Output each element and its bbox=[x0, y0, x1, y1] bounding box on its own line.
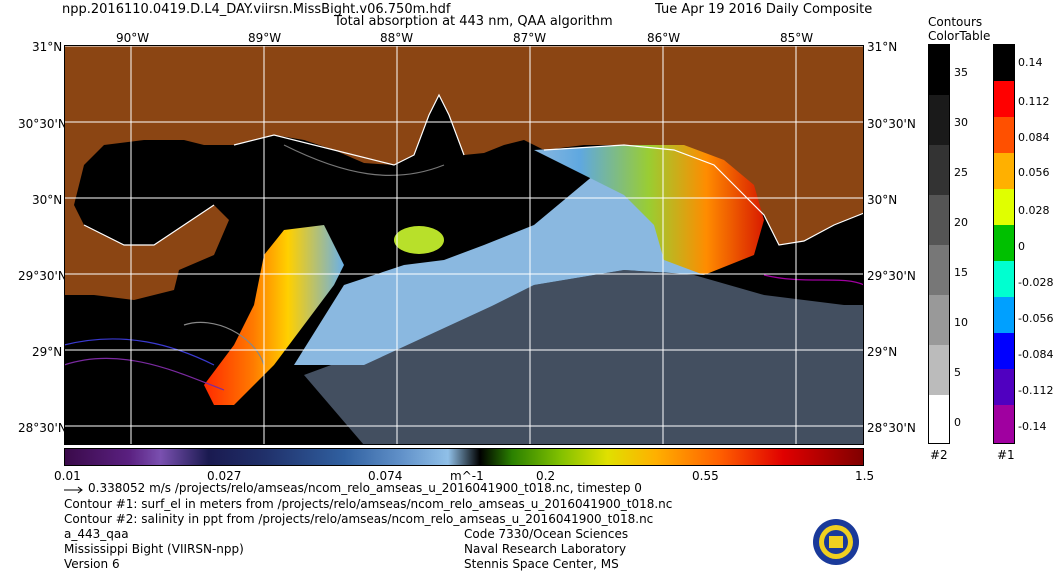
colorbar-tick: 0.027 bbox=[207, 469, 242, 483]
footer-left: a_443_qaa bbox=[64, 527, 129, 541]
colorbar-tick: 0.55 bbox=[692, 469, 719, 483]
absorption-colorbar bbox=[64, 448, 864, 466]
color-label: 0 bbox=[1018, 240, 1025, 253]
colorbar-tick: 1.5 bbox=[855, 469, 875, 483]
lat-label-right: 30°30'N bbox=[867, 117, 916, 131]
contour-line bbox=[283, 144, 445, 177]
map-border bbox=[64, 45, 864, 445]
colorbar-unit: m^-1 bbox=[450, 469, 484, 483]
footer-left: Mississippi Bight (VIIRSN-npp) bbox=[64, 542, 244, 556]
lat-label-right: 29°N bbox=[867, 345, 898, 359]
color-label: 0.112 bbox=[1018, 95, 1050, 108]
lon-label: 90°W bbox=[116, 31, 150, 45]
lon-label: 86°W bbox=[647, 31, 681, 45]
lat-label-right: 29°30'N bbox=[867, 269, 916, 283]
contour-line bbox=[64, 357, 225, 391]
satellite-map bbox=[64, 45, 864, 445]
footer-right: Naval Research Laboratory bbox=[464, 542, 627, 556]
gray-label: 30 bbox=[954, 116, 968, 129]
vector-note: 0.338052 m/s /projects/relo/amseas/ncom_… bbox=[88, 481, 642, 495]
lat-label-left: 30°N bbox=[32, 193, 63, 207]
footer-right: Code 7330/Ocean Sciences bbox=[464, 527, 629, 541]
file-name: npp.2016110.0419.D.L4_DAY.viirsn.MissBig… bbox=[62, 2, 451, 17]
color-label: -0.14 bbox=[1018, 420, 1047, 433]
color-label: -0.056 bbox=[1018, 312, 1054, 325]
color-label: -0.084 bbox=[1018, 348, 1054, 361]
salinity-contour-colortable bbox=[928, 44, 950, 444]
nrl-seal-logo bbox=[812, 518, 860, 569]
coastline bbox=[83, 93, 864, 246]
gray-colortable-id: #2 bbox=[930, 448, 948, 462]
lon-label: 88°W bbox=[380, 31, 414, 45]
surface-elevation-contour-colortable bbox=[993, 44, 1015, 444]
color-label: 0.084 bbox=[1018, 131, 1050, 144]
contours-title: Contours bbox=[928, 15, 983, 29]
vector-scale-arrow bbox=[64, 484, 86, 498]
lat-label-right: 30°N bbox=[867, 193, 898, 207]
color-label: -0.112 bbox=[1018, 384, 1054, 397]
green-patch bbox=[394, 226, 444, 254]
color-label: 0.056 bbox=[1018, 166, 1050, 179]
lon-label: 87°W bbox=[513, 31, 547, 45]
gray-label: 35 bbox=[954, 66, 968, 79]
gray-label: 25 bbox=[954, 166, 968, 179]
lat-label-left: 30°30'N bbox=[18, 117, 67, 131]
composite-date: Tue Apr 19 2016 Daily Composite bbox=[655, 2, 873, 17]
gray-label: 5 bbox=[954, 366, 961, 379]
lat-label-left: 29°30'N bbox=[18, 269, 67, 283]
plume-blue bbox=[294, 165, 714, 365]
lon-label: 89°W bbox=[248, 31, 282, 45]
gray-label: 0 bbox=[954, 416, 961, 429]
contour-line bbox=[763, 274, 864, 286]
colorbar-tick: 0.01 bbox=[54, 469, 81, 483]
gray-label: 10 bbox=[954, 316, 968, 329]
offshore-data bbox=[304, 270, 864, 445]
color-colortable-id: #1 bbox=[997, 448, 1015, 462]
gray-label: 15 bbox=[954, 266, 968, 279]
color-label: 0.028 bbox=[1018, 204, 1050, 217]
lon-label: 85°W bbox=[780, 31, 814, 45]
contour-line bbox=[64, 338, 215, 366]
contour1-note: Contour #1: surf_el in meters from /proj… bbox=[64, 497, 673, 511]
lat-label-left: 29°N bbox=[32, 345, 63, 359]
east-coastal bbox=[534, 145, 764, 275]
product-title: Total absorption at 443 nm, QAA algorith… bbox=[334, 14, 613, 29]
lat-label-left: 31°N bbox=[32, 40, 63, 54]
delta-high bbox=[204, 225, 344, 405]
gray-label: 20 bbox=[954, 216, 968, 229]
color-label: 0.14 bbox=[1018, 56, 1043, 69]
map-canvas bbox=[64, 45, 864, 445]
lat-label-left: 28°30'N bbox=[18, 421, 67, 435]
colortable-title: ColorTable bbox=[928, 29, 991, 43]
footer-right: Stennis Space Center, MS bbox=[464, 557, 619, 571]
footer-left: Version 6 bbox=[64, 557, 120, 571]
colorbar-tick: 0.2 bbox=[536, 469, 556, 483]
color-label: -0.028 bbox=[1018, 276, 1054, 289]
lat-label-right: 31°N bbox=[867, 40, 898, 54]
lat-label-right: 28°30'N bbox=[867, 421, 916, 435]
contour2-note: Contour #2: salinity in ppt from /projec… bbox=[64, 512, 654, 526]
colorbar-tick: 0.074 bbox=[368, 469, 403, 483]
contour-line bbox=[183, 321, 265, 366]
